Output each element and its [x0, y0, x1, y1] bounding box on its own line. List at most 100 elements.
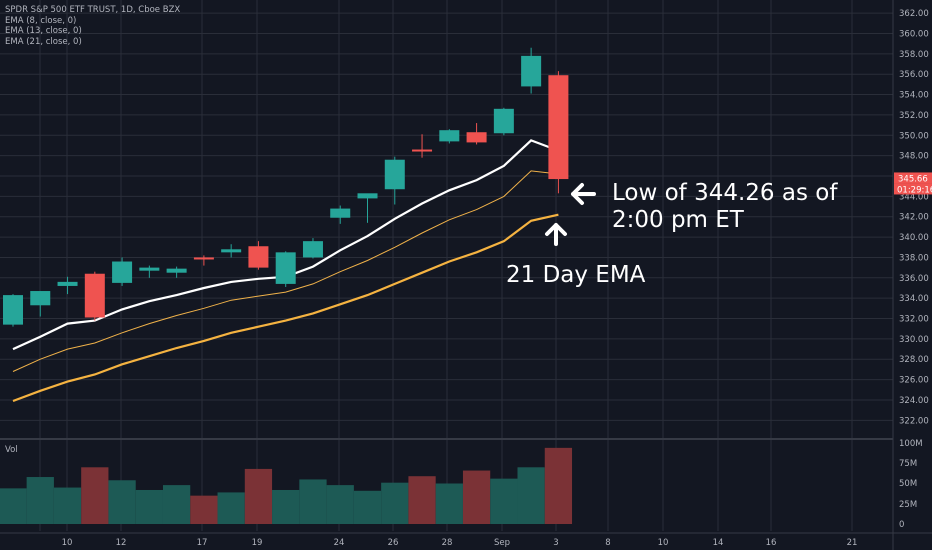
- volume-bar: [272, 489, 300, 524]
- chart-legend: SPDR S&P 500 ETF TRUST, 1D, Cboe BZX EMA…: [5, 5, 180, 47]
- x-tick-label: 21: [847, 538, 858, 548]
- volume-tick-label: 100M: [899, 439, 923, 449]
- candle-body: [112, 261, 133, 283]
- candle-body: [412, 149, 433, 152]
- y-tick-label: 350.00: [899, 131, 929, 141]
- volume-bar: [135, 489, 163, 524]
- volume-bar: [244, 468, 273, 524]
- y-axis-labels: 322.00 324.00 326.00 328.00 330.00 332.00 334.…: [899, 9, 929, 530]
- volume-bar: [108, 480, 136, 524]
- x-tick-label: 8: [605, 538, 610, 548]
- grid: [0, 0, 893, 531]
- y-tick-label: 324.00: [899, 396, 929, 406]
- x-tick-label: 24: [334, 538, 345, 548]
- candle-body: [248, 246, 269, 268]
- candle-body: [548, 75, 569, 180]
- volume-bar: [517, 467, 545, 524]
- y-tick-label: 344.00: [899, 192, 929, 202]
- volume-bar: [435, 483, 463, 524]
- candles: [3, 47, 569, 327]
- candle-body: [466, 132, 487, 143]
- volume-bar: [217, 492, 245, 524]
- x-tick-label: 19: [252, 538, 263, 548]
- x-tick-label: 16: [766, 538, 777, 548]
- x-tick-label: 26: [388, 538, 399, 548]
- y-tick-label: 352.00: [899, 111, 929, 121]
- x-tick-label: 10: [658, 538, 669, 548]
- candle-body: [166, 268, 187, 273]
- y-tick-label: 356.00: [899, 70, 929, 80]
- candle-body: [275, 252, 296, 284]
- volume-bar: [299, 479, 327, 524]
- volume-bar: [53, 487, 82, 524]
- volume-bar: [381, 482, 409, 524]
- candle-body: [84, 273, 105, 318]
- arrow-left-icon: [571, 183, 596, 205]
- volume-bar: [544, 447, 573, 524]
- y-tick-label: 330.00: [899, 335, 929, 345]
- ema21-legend[interactable]: EMA (21, close, 0): [5, 36, 82, 47]
- y-tick-label: 336.00: [899, 274, 929, 284]
- symbol-title: SPDR S&P 500 ETF TRUST, 1D, Cboe BZX: [5, 5, 181, 15]
- candle-body: [493, 108, 514, 134]
- arrow-up-icon: [545, 223, 567, 246]
- candle-body: [193, 257, 214, 260]
- candle-body: [57, 281, 78, 286]
- volume-legend[interactable]: Vol: [5, 445, 18, 455]
- volume-tick-label: 0: [899, 520, 904, 530]
- volume-bar: [190, 495, 218, 524]
- volume-bar: [26, 477, 54, 524]
- candle-body: [384, 159, 405, 190]
- countdown-badge-label: 01:29:16: [897, 185, 932, 195]
- ema13-legend[interactable]: EMA (13, close, 0): [5, 26, 82, 36]
- ema13-line: [12, 170, 559, 372]
- volume-bar: [81, 467, 109, 524]
- low-annotation: Low of 344.26 as of 2:00 pm ET: [612, 180, 838, 233]
- y-tick-label: 326.00: [899, 376, 929, 386]
- volume-bar: [408, 476, 436, 524]
- candle-body: [3, 295, 23, 325]
- y-tick-label: 354.00: [899, 91, 929, 101]
- volume-tick-label: 75M: [899, 459, 917, 469]
- y-tick-label: 334.00: [899, 294, 929, 304]
- y-tick-label: 328.00: [899, 355, 929, 365]
- y-tick-label: 338.00: [899, 253, 929, 263]
- y-tick-label: 342.00: [899, 213, 929, 223]
- volume-bar: [490, 478, 518, 524]
- candle-body: [330, 208, 351, 218]
- volume-bar: [353, 490, 382, 524]
- y-tick-label: 348.00: [899, 152, 929, 162]
- volume-bar: [326, 485, 354, 524]
- y-tick-label: 340.00: [899, 233, 929, 243]
- candle-body: [357, 193, 378, 199]
- ema21-line: [12, 213, 559, 403]
- volume-tick-label: 50M: [899, 479, 917, 489]
- volume-tick-label: 25M: [899, 500, 917, 510]
- volume-bar: [162, 485, 191, 524]
- y-tick-label: 332.00: [899, 315, 929, 325]
- volume-bar: [462, 470, 491, 524]
- x-tick-label: 28: [442, 538, 453, 548]
- ema8-legend[interactable]: EMA (8, close, 0): [5, 15, 77, 26]
- x-tick-label: 3: [553, 538, 558, 548]
- candle-body: [221, 249, 242, 253]
- y-tick-label: 360.00: [899, 29, 929, 39]
- candle-body: [30, 291, 51, 306]
- x-tick-label: 14: [713, 538, 724, 548]
- candle-body: [302, 241, 323, 258]
- x-tick-label: 10: [62, 538, 73, 548]
- volume-bar: [0, 488, 27, 524]
- candle-body: [521, 55, 542, 87]
- y-tick-label: 362.00: [899, 9, 929, 19]
- price-badge-label: 345.66: [898, 174, 928, 184]
- candle-body: [139, 267, 160, 271]
- price-badge: [894, 172, 932, 184]
- volume-bars: [0, 447, 573, 524]
- y-tick-label: 322.00: [899, 416, 929, 426]
- x-tick-label: 12: [116, 538, 127, 548]
- ema-annotation: 21 Day EMA: [506, 262, 646, 288]
- x-tick-label: Sep: [494, 538, 510, 548]
- x-tick-label: 17: [197, 538, 208, 548]
- y-tick-label: 358.00: [899, 50, 929, 60]
